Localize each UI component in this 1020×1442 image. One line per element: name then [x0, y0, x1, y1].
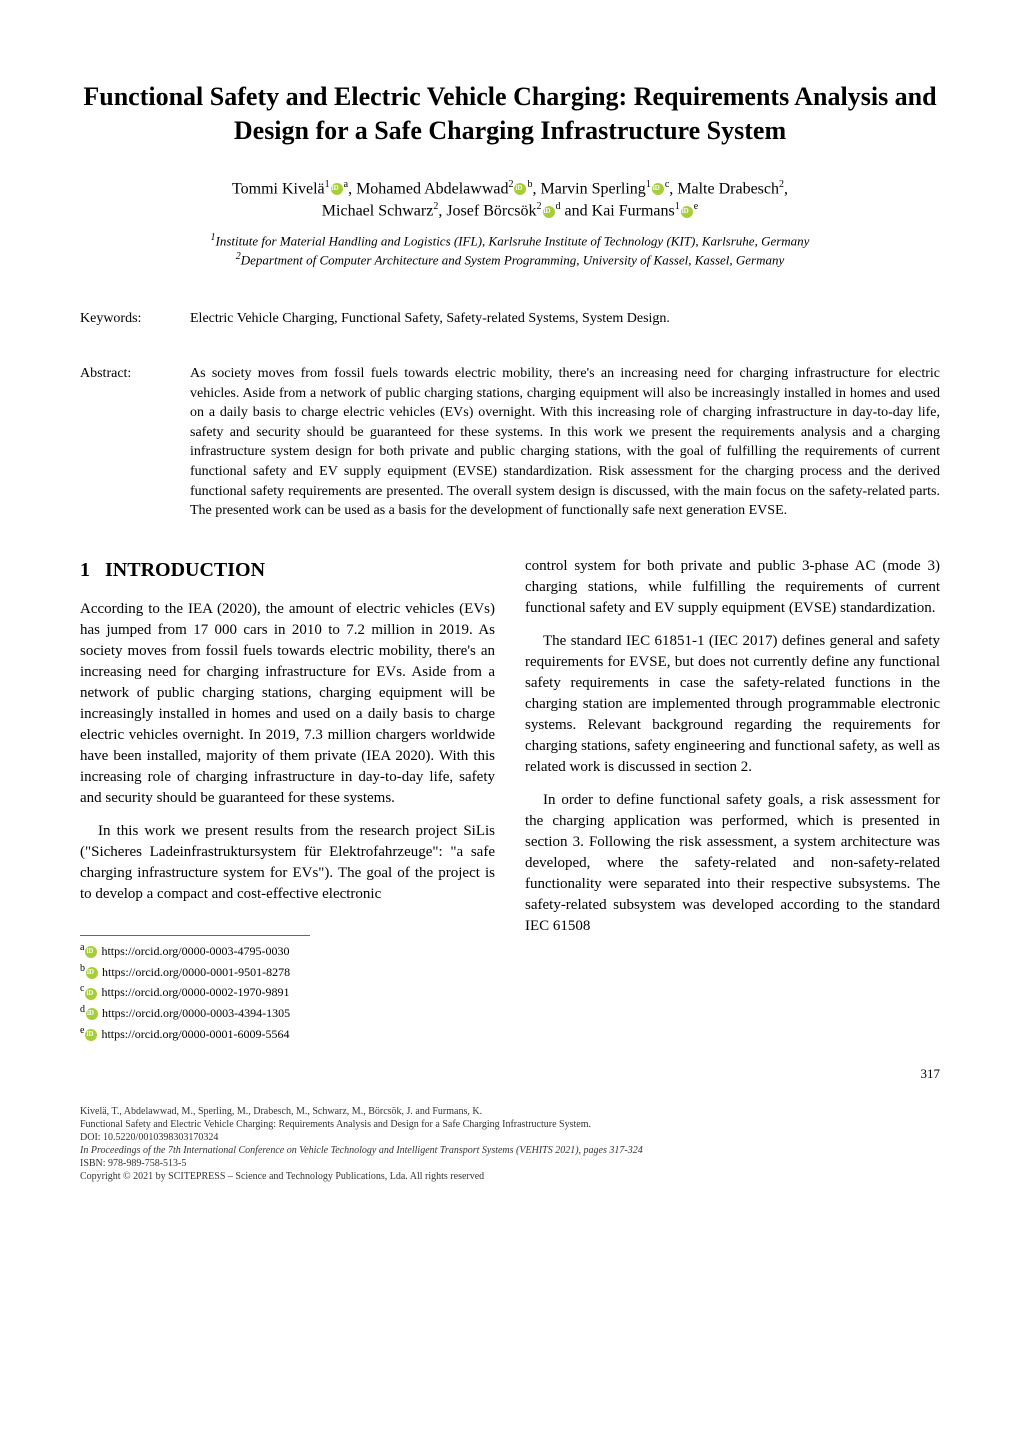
footer-copyright: Copyright © 2021 by SCITEPRESS – Science… — [80, 1170, 940, 1183]
orcid-icon — [543, 206, 555, 218]
orcid-footnotes: a https://orcid.org/0000-0003-4795-0030 … — [80, 935, 310, 1043]
orcid-footnote: b https://orcid.org/0000-0001-9501-8278 — [80, 962, 310, 981]
author-name: and Kai Furmans — [561, 203, 675, 220]
orcid-footnote: e https://orcid.org/0000-0001-6009-5564 — [80, 1024, 310, 1043]
orcid-icon — [652, 183, 664, 195]
affiliations-block: 1Institute for Material Handling and Log… — [80, 231, 940, 269]
affiliation-text: Department of Computer Architecture and … — [241, 253, 785, 268]
author-sep: , — [784, 180, 788, 197]
author-affil-sup: 2 — [508, 179, 513, 190]
footer-title: Functional Safety and Electric Vehicle C… — [80, 1118, 940, 1131]
orcid-url: https://orcid.org/0000-0003-4795-0030 — [101, 944, 289, 958]
author-name: , Josef Börcsök — [438, 203, 536, 220]
right-column: control system for both private and publ… — [525, 556, 940, 1045]
keywords-label: Keywords: — [80, 309, 170, 329]
body-columns: 1 INTRODUCTION According to the IEA (202… — [80, 556, 940, 1045]
orcid-icon — [86, 967, 98, 979]
footer-isbn: ISBN: 978-989-758-513-5 — [80, 1157, 940, 1170]
footer-authors: Kivelä, T., Abdelawwad, M., Sperling, M.… — [80, 1105, 940, 1118]
orcid-footnote: c https://orcid.org/0000-0002-1970-9891 — [80, 982, 310, 1001]
keywords-content: Electric Vehicle Charging, Functional Sa… — [190, 309, 940, 329]
orcid-footnote: d https://orcid.org/0000-0003-4394-1305 — [80, 1003, 310, 1022]
left-column: 1 INTRODUCTION According to the IEA (202… — [80, 556, 495, 1045]
abstract-content: As society moves from fossil fuels towar… — [190, 364, 940, 521]
abstract-row: Abstract: As society moves from fossil f… — [80, 364, 940, 521]
footer-proceedings: In Proceedings of the 7th International … — [80, 1144, 940, 1157]
orcid-icon — [85, 988, 97, 1000]
orcid-url: https://orcid.org/0000-0003-4394-1305 — [102, 1006, 290, 1020]
footer-doi: DOI: 10.5220/0010398303170324 — [80, 1131, 940, 1144]
author-affil-sup: 1 — [646, 179, 651, 190]
body-paragraph: According to the IEA (2020), the amount … — [80, 599, 495, 809]
author-affil-sup: 1 — [325, 179, 330, 190]
author-name: , Malte Drabesch — [669, 180, 779, 197]
orcid-footnote: a https://orcid.org/0000-0003-4795-0030 — [80, 941, 310, 960]
orcid-url: https://orcid.org/0000-0001-9501-8278 — [102, 965, 290, 979]
authors-block: Tommi Kivelä1a, Mohamed Abdelawwad2b, Ma… — [80, 178, 940, 223]
orcid-label: d — [80, 1004, 85, 1015]
orcid-icon — [681, 206, 693, 218]
affiliation-text: Institute for Material Handling and Logi… — [216, 233, 810, 248]
section-title: INTRODUCTION — [105, 559, 265, 581]
orcid-icon — [85, 946, 97, 958]
footer-metadata: Kivelä, T., Abdelawwad, M., Sperling, M.… — [80, 1105, 940, 1183]
body-paragraph: In order to define functional safety goa… — [525, 790, 940, 937]
abstract-label: Abstract: — [80, 364, 170, 521]
orcid-label: c — [80, 983, 84, 994]
author-name: Tommi Kivelä — [232, 180, 325, 197]
orcid-label: a — [80, 942, 84, 953]
body-paragraph: In this work we present results from the… — [80, 821, 495, 905]
orcid-label: b — [80, 963, 85, 974]
section-heading: 1 INTRODUCTION — [80, 556, 495, 584]
page-number: 317 — [921, 1065, 941, 1083]
orcid-icon — [85, 1029, 97, 1041]
body-paragraph: The standard IEC 61851-1 (IEC 2017) defi… — [525, 631, 940, 778]
orcid-url: https://orcid.org/0000-0001-6009-5564 — [101, 1027, 289, 1041]
orcid-icon — [86, 1008, 98, 1020]
author-orcid-sup: e — [694, 201, 698, 212]
author-name: Michael Schwarz — [322, 203, 434, 220]
paper-title: Functional Safety and Electric Vehicle C… — [80, 80, 940, 148]
author-affil-sup: 1 — [675, 201, 680, 212]
orcid-icon — [331, 183, 343, 195]
orcid-icon — [514, 183, 526, 195]
orcid-label: e — [80, 1025, 84, 1036]
orcid-url: https://orcid.org/0000-0002-1970-9891 — [101, 985, 289, 999]
keywords-row: Keywords: Electric Vehicle Charging, Fun… — [80, 309, 940, 329]
section-number: 1 — [80, 559, 90, 581]
body-paragraph: control system for both private and publ… — [525, 556, 940, 619]
author-affil-sup: 2 — [537, 201, 542, 212]
author-name: , Mohamed Abdelawwad — [348, 180, 508, 197]
author-name: , Marvin Sperling — [532, 180, 645, 197]
